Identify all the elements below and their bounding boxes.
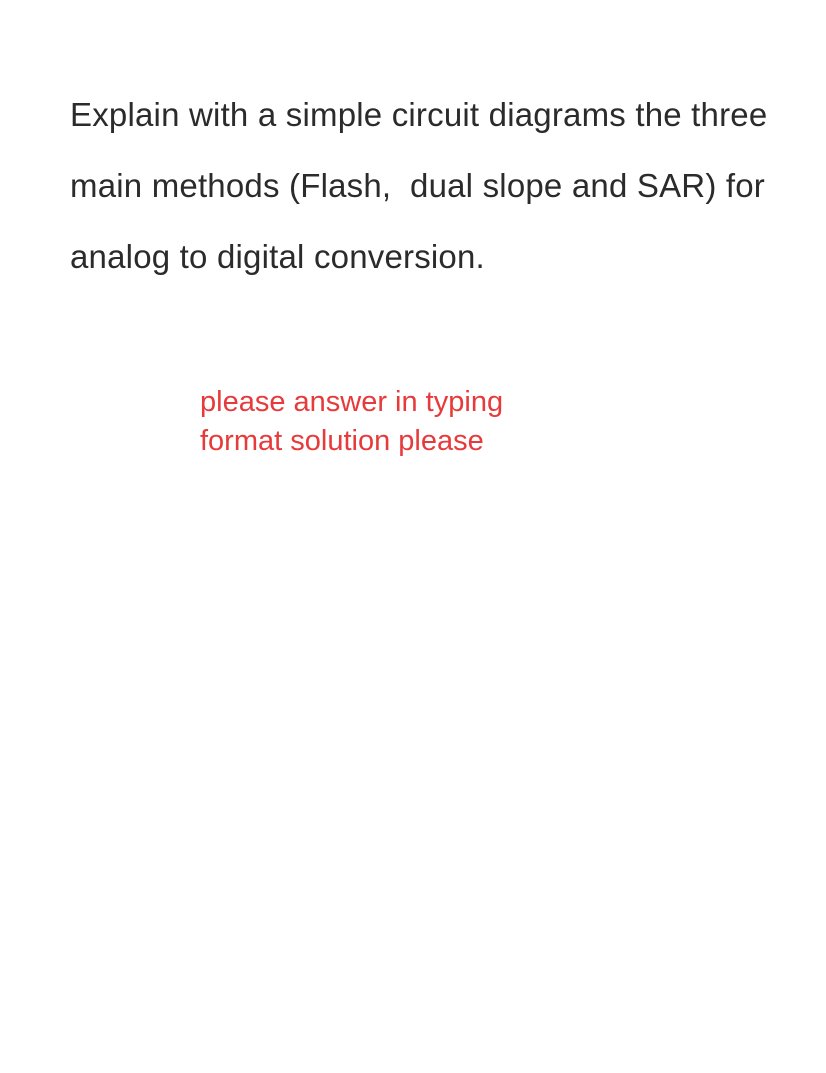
question-paragraph: Explain with a simple circuit diagrams t… (70, 80, 786, 293)
note-line-2: format solution please (200, 422, 786, 461)
note-block: please answer in typing format solution … (70, 383, 786, 461)
document-page: Explain with a simple circuit diagrams t… (0, 0, 826, 1073)
note-line-1: please answer in typing (200, 383, 786, 422)
